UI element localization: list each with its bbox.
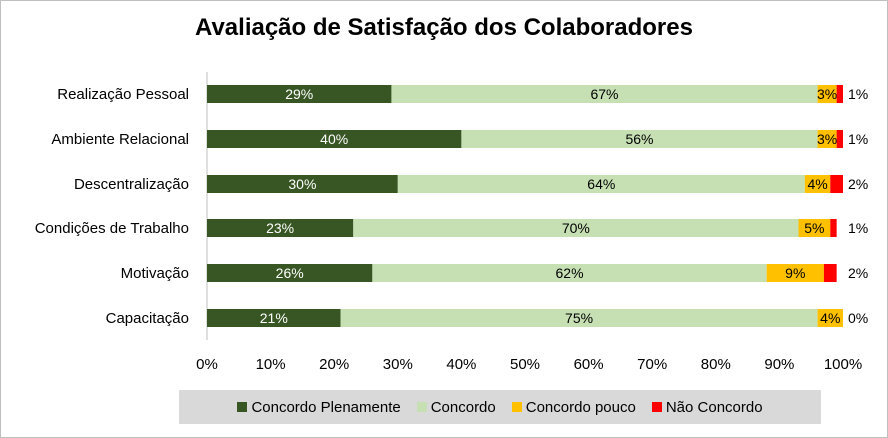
bar-segment (353, 219, 799, 237)
legend-swatch (416, 402, 427, 412)
x-tick-label: 90% (764, 356, 794, 373)
legend-label: Concordo Plenamente (251, 398, 401, 416)
x-tick-label: 20% (319, 356, 349, 373)
bar-segment (817, 309, 843, 327)
data-label: 56% (625, 131, 653, 147)
legend-swatch (511, 402, 522, 412)
bar-segment (830, 175, 843, 193)
bar-segment (340, 309, 818, 327)
x-tick-label: 70% (637, 356, 667, 373)
bar-segment (766, 264, 824, 282)
data-label: 1% (848, 86, 868, 102)
x-tick-label: 10% (256, 356, 286, 373)
bar-segment (207, 85, 392, 103)
legend-item: Concordo pouco (511, 398, 636, 416)
legend-swatch (651, 402, 662, 412)
data-label: 1% (848, 220, 868, 236)
data-label: 2% (848, 176, 868, 192)
category-label: Motivação (121, 265, 189, 282)
category-label: Descentralização (74, 176, 189, 193)
bar-segment (207, 264, 373, 282)
bar-segment (798, 219, 831, 237)
legend-label: Concordo (430, 398, 496, 416)
bar-segment (391, 85, 818, 103)
bar-segment (207, 219, 354, 237)
bar-segment (397, 175, 805, 193)
data-label: 40% (320, 131, 348, 147)
category-label: Condições de Trabalho (35, 220, 189, 237)
x-tick-label: 100% (824, 356, 862, 373)
legend-label: Concordo pouco (525, 398, 636, 416)
chart-legend: Concordo Plenamente Concordo Concordo pouc… (179, 390, 821, 424)
data-label: 2% (848, 265, 868, 281)
bar-segment (817, 130, 837, 148)
bar-segment (461, 130, 818, 148)
bar-segment (207, 309, 341, 327)
data-label: 3% (817, 131, 837, 147)
bar-segment (804, 175, 831, 193)
data-label: 0% (848, 310, 868, 326)
bar-segment (836, 85, 843, 103)
x-tick-label: 80% (701, 356, 731, 373)
data-label: 5% (804, 220, 824, 236)
data-label: 75% (565, 310, 593, 326)
data-label: 21% (260, 310, 288, 326)
bar-segment (836, 130, 843, 148)
data-label: 30% (288, 176, 316, 192)
data-label: 4% (820, 310, 840, 326)
x-tick-label: 0% (196, 356, 218, 373)
data-label: 23% (266, 220, 294, 236)
data-label: 9% (785, 265, 805, 281)
x-tick-label: 40% (446, 356, 476, 373)
bar-segment (830, 219, 837, 237)
bar-segment (207, 175, 398, 193)
data-label: 67% (590, 86, 618, 102)
legend-item: Concordo (416, 398, 496, 416)
x-tick-label: 50% (510, 356, 540, 373)
category-label: Ambiente Relacional (51, 131, 189, 148)
legend-label: Não Concordo (665, 398, 763, 416)
data-label: 70% (562, 220, 590, 236)
bar-segment (823, 264, 837, 282)
data-label: 29% (285, 86, 313, 102)
legend-swatch (237, 402, 248, 412)
bar-segment (372, 264, 767, 282)
bar-segment (817, 85, 837, 103)
x-tick-label: 60% (574, 356, 604, 373)
category-label: Realização Pessoal (57, 86, 189, 103)
data-label: 1% (848, 131, 868, 147)
x-tick-label: 30% (383, 356, 413, 373)
legend-item: Não Concordo (651, 398, 763, 416)
data-label: 26% (276, 265, 304, 281)
chart-title: Avaliação de Satisfação dos Colaboradore… (195, 14, 693, 41)
category-label: Capacitação (106, 310, 189, 327)
data-label: 62% (556, 265, 584, 281)
data-label: 4% (807, 176, 827, 192)
data-label: 3% (817, 86, 837, 102)
bar-segment (207, 130, 462, 148)
legend-item: Concordo Plenamente (237, 398, 401, 416)
data-label: 64% (587, 176, 615, 192)
